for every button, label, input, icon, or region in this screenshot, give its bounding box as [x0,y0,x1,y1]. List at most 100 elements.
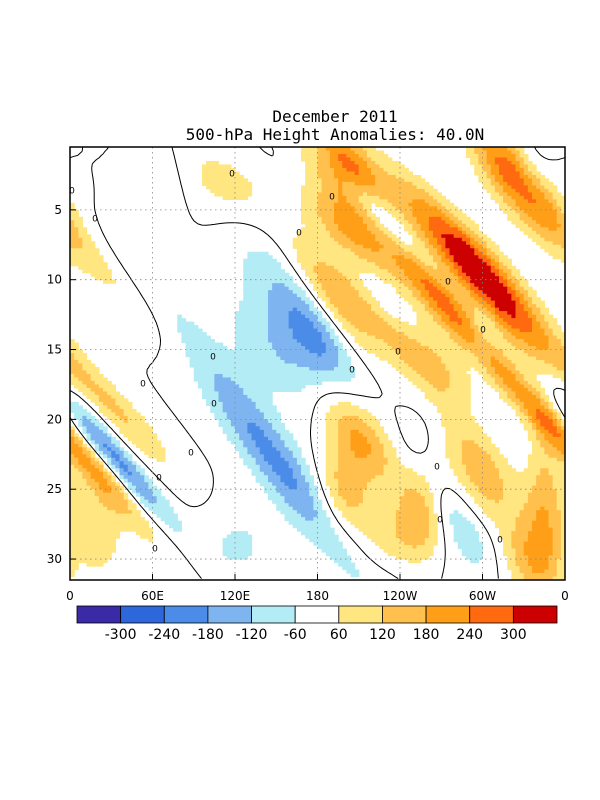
anomaly-cell [461,342,467,347]
anomaly-cell [408,297,413,302]
anomaly-cell [560,248,565,253]
anomaly-cell [490,153,496,159]
anomaly-cell [202,356,207,361]
anomaly-cell [185,328,191,333]
anomaly-cell [486,276,492,281]
anomaly-cell [358,244,364,249]
anomaly-cell [412,272,418,277]
anomaly-cell [350,307,356,312]
anomaly-cell [325,206,331,211]
anomaly-cell [379,230,385,235]
anomaly-cell [305,206,310,211]
anomaly-cell [544,353,550,358]
anomaly-cell [400,202,405,207]
anomaly-cell [560,234,565,239]
anomaly-cell [499,297,504,302]
anomaly-cell [461,255,467,260]
anomaly-cell [325,199,331,204]
anomaly-cell [544,401,550,406]
anomaly-cell [268,349,273,354]
anomaly-cell [507,265,512,270]
anomaly-cell [470,356,475,361]
anomaly-cell [420,366,426,372]
anomaly-cell [321,206,327,211]
anomaly-cell [433,307,438,312]
anomaly-cell [263,412,269,417]
anomaly-cell [466,398,471,403]
anomaly-cell [457,401,463,406]
anomaly-cell [119,398,125,403]
anomaly-cell [259,332,265,337]
anomaly-cell [478,321,484,326]
anomaly-cell [313,230,319,235]
anomaly-cell [362,185,368,190]
anomaly-cell [185,332,191,337]
anomaly-cell [206,401,211,406]
anomaly-cell [214,167,220,173]
anomaly-cell [321,241,327,246]
anomaly-cell [482,251,488,256]
anomaly-cell [321,164,327,169]
anomaly-cell [532,394,537,400]
anomaly-cell [457,363,463,368]
anomaly-cell [338,300,343,305]
anomaly-cell [296,349,302,354]
anomaly-cell [263,394,269,400]
anomaly-cell [230,171,236,176]
anomaly-cell [503,346,508,351]
anomaly-cell [523,387,529,393]
anomaly-cell [263,391,269,396]
anomaly-cell [214,398,220,403]
anomaly-cell [507,293,512,298]
anomaly-cell [235,398,240,403]
anomaly-cell [445,255,451,260]
anomaly-cell [416,297,422,302]
anomaly-cell [362,325,368,330]
anomaly-cell [449,286,455,291]
anomaly-cell [255,325,261,330]
anomaly-cell [338,167,343,173]
anomaly-cell [490,185,496,190]
anomaly-cell [449,255,455,260]
anomaly-cell [325,300,331,305]
anomaly-cell [305,272,310,277]
anomaly-cell [490,248,496,253]
anomaly-cell [338,293,343,298]
anomaly-cell [334,360,339,365]
anomaly-cell [268,335,273,340]
anomaly-cell [548,223,554,228]
anomaly-cell [235,311,240,316]
anomaly-cell [367,188,372,193]
anomaly-cell [284,293,290,298]
anomaly-cell [445,230,451,235]
anomaly-cell [214,394,220,400]
anomaly-cell [420,290,426,295]
anomaly-cell [424,332,430,337]
anomaly-cell [218,349,224,354]
anomaly-cell [461,293,467,298]
anomaly-cell [284,332,290,337]
anomaly-cell [486,272,492,277]
anomaly-cell [536,360,541,365]
anomaly-cell [226,174,232,180]
anomaly-cell [309,370,314,375]
anomaly-cell [470,234,475,239]
anomaly-cell [420,234,426,239]
anomaly-cell [532,314,537,319]
anomaly-cell [552,419,558,424]
anomaly-cell [400,342,405,347]
anomaly-cell [519,353,525,358]
anomaly-cell [367,237,372,242]
anomaly-cell [490,325,496,330]
anomaly-cell [288,356,294,361]
anomaly-cell [519,356,525,361]
anomaly-cell [309,380,314,386]
anomaly-cell [499,258,504,263]
anomaly-cell [321,216,327,221]
anomaly-cell [354,216,360,221]
anomaly-cell [292,353,298,358]
anomaly-cell [523,419,529,424]
anomaly-cell [395,255,401,260]
anomaly-cell [482,157,488,162]
anomaly-cell [482,269,488,274]
